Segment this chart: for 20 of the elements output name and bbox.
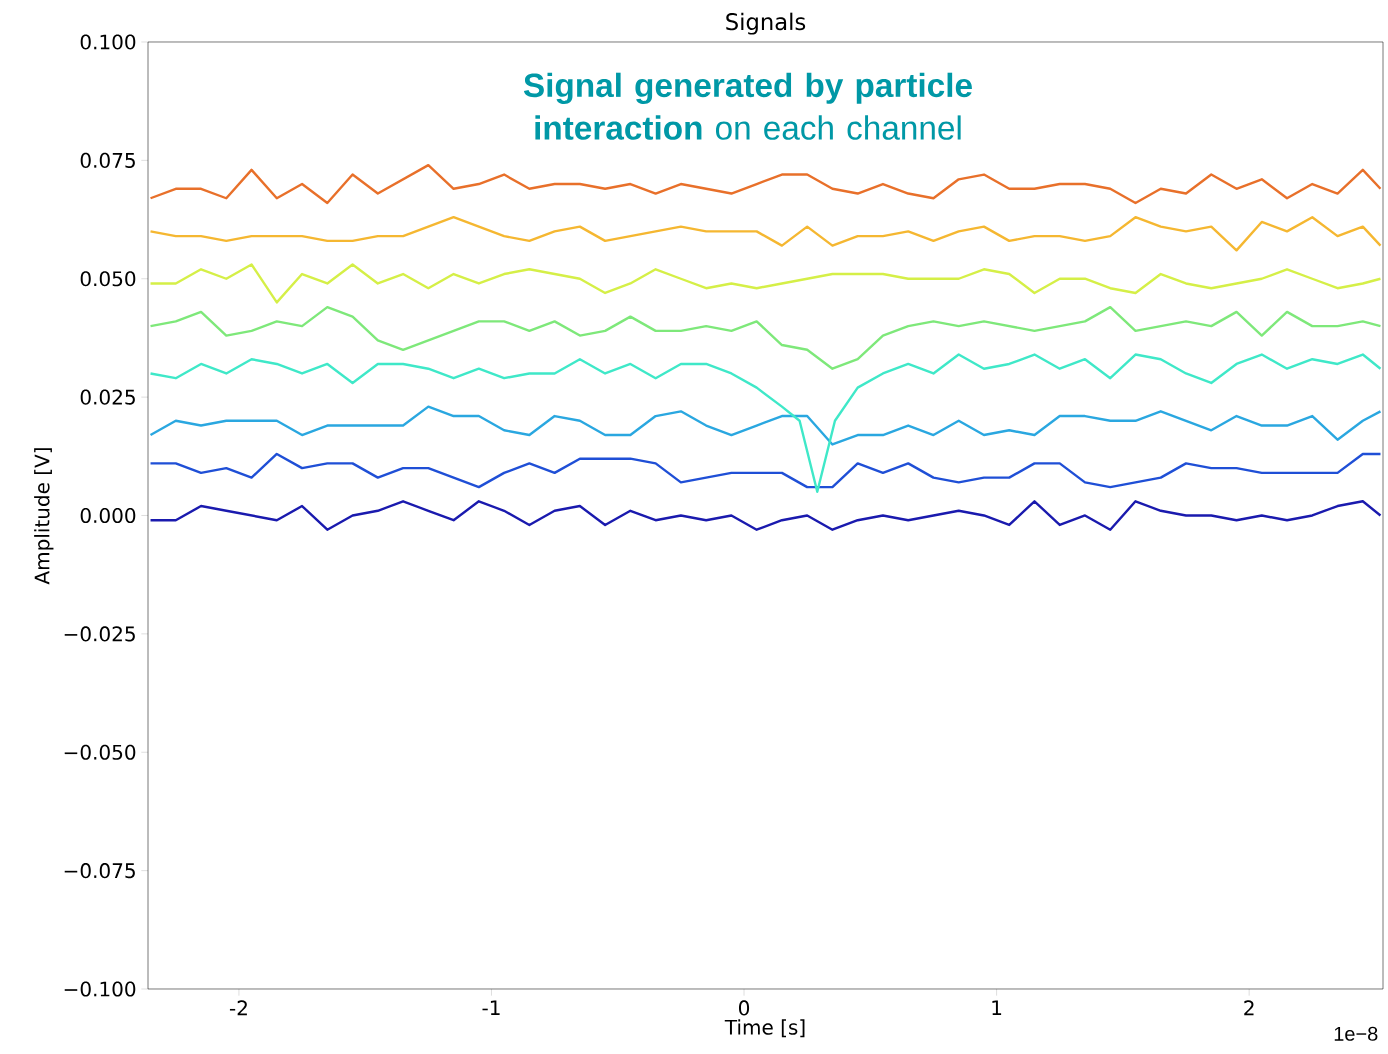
chart-title: Signals <box>726 12 806 35</box>
y-tick-label: 0.050 <box>80 271 136 287</box>
y-axis-title: Amplitude [V] <box>34 448 54 585</box>
annotation: Signal generated by particle interaction on each channel <box>523 72 972 140</box>
x-tick-label: 0 <box>738 1000 750 1016</box>
y-tick-label: −0.050 <box>64 744 136 760</box>
line-series <box>149 353 1382 494</box>
y-tick-label: −0.025 <box>64 626 135 642</box>
y-tick-label: −0.075 <box>64 863 135 879</box>
y-tick-label: 0.075 <box>80 152 135 168</box>
x-tick-label: -2 <box>229 1000 247 1016</box>
x-tick-label: 1 <box>992 1000 1002 1015</box>
y-tick-label: −0.100 <box>64 981 136 997</box>
y-tick-label: 0.025 <box>80 389 135 405</box>
y-tick-label: 0.100 <box>80 34 136 50</box>
x-tick-label: -1 <box>482 1000 500 1015</box>
x-tick-label: 2 <box>1244 1000 1254 1016</box>
x-axis-title: Time [s] <box>724 1019 805 1038</box>
y-tick-label: 0.000 <box>80 507 136 524</box>
text: 1e−8 <box>1334 1026 1378 1041</box>
